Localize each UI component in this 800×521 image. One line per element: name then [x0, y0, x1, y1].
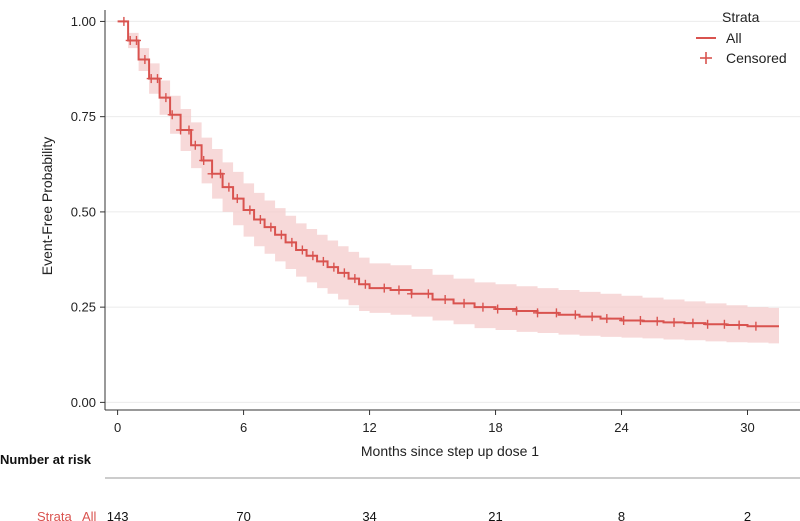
- censor-mark: [703, 319, 713, 329]
- censor-marks: [119, 16, 761, 331]
- censor-mark: [190, 140, 200, 150]
- risk-count: 8: [618, 509, 625, 521]
- risk-row-label: All: [82, 509, 97, 521]
- y-axis-label: Event-Free Probability: [39, 137, 55, 276]
- censor-mark: [459, 298, 469, 308]
- ci-band-all: [117, 21, 780, 344]
- risk-count: 21: [488, 509, 502, 521]
- x-tick-label: 24: [614, 420, 628, 435]
- y-tick-label: 0.25: [71, 300, 96, 315]
- censor-mark: [199, 155, 209, 165]
- censor-mark: [119, 16, 129, 26]
- y-tick-label: 0.50: [71, 204, 96, 219]
- censor-mark: [440, 295, 450, 305]
- y-tick-label: 0.00: [71, 395, 96, 410]
- censor-mark: [512, 306, 522, 316]
- x-tick-label: 30: [740, 420, 754, 435]
- y-tick-label: 0.75: [71, 109, 96, 124]
- risk-table-title: Number at risk: [0, 452, 92, 467]
- y-tick-label: 1.00: [71, 14, 96, 29]
- censor-mark: [224, 182, 234, 192]
- legend-plus-swatch: [700, 52, 712, 64]
- x-tick-label: 18: [488, 420, 502, 435]
- censor-mark: [255, 215, 265, 225]
- censor-mark: [140, 55, 150, 65]
- censor-mark: [688, 318, 698, 328]
- censor-mark: [276, 230, 286, 240]
- censor-mark: [533, 308, 543, 318]
- censor-mark: [602, 314, 612, 324]
- censor-mark: [719, 319, 729, 329]
- censor-mark: [184, 125, 194, 135]
- legend: Strata All Censored: [696, 9, 787, 66]
- risk-count: 2: [744, 509, 751, 521]
- censor-mark: [570, 310, 580, 320]
- censor-mark: [669, 317, 679, 327]
- x-tick-label: 6: [240, 420, 247, 435]
- grid-lines: [105, 20, 800, 403]
- censor-mark: [652, 316, 662, 326]
- censor-mark: [350, 274, 360, 284]
- censor-mark: [167, 110, 177, 120]
- censor-mark: [329, 262, 339, 272]
- censor-mark: [551, 308, 561, 318]
- censor-mark: [734, 320, 744, 330]
- censor-mark: [266, 222, 276, 232]
- censor-mark: [493, 304, 503, 314]
- censor-mark: [751, 321, 761, 331]
- x-tick-label: 12: [362, 420, 376, 435]
- censor-mark: [587, 312, 597, 322]
- legend-item-censored: Censored: [726, 50, 787, 66]
- x-axis-label: Months since step up dose 1: [361, 443, 539, 459]
- censor-mark: [478, 302, 488, 312]
- risk-table: Number at risk Strata All 143 70 34 21 8 2: [0, 452, 800, 521]
- x-tick-label: 0: [114, 420, 121, 435]
- censor-mark: [619, 315, 629, 325]
- censor-mark: [635, 315, 645, 325]
- risk-row-label-prefix: Strata: [37, 509, 72, 521]
- censor-mark: [152, 74, 162, 84]
- censor-mark: [423, 289, 433, 299]
- censor-mark: [287, 237, 297, 247]
- censor-mark: [207, 169, 217, 179]
- censor-mark: [161, 93, 171, 103]
- censor-mark: [360, 279, 370, 289]
- censor-mark: [379, 283, 389, 293]
- censor-mark: [407, 289, 417, 299]
- x-axis-ticks: 0 6 12 18 24 30: [114, 410, 755, 435]
- risk-count: 70: [236, 509, 250, 521]
- axes: [104, 10, 800, 411]
- censor-mark: [131, 35, 141, 45]
- censor-mark: [394, 285, 404, 295]
- y-axis-ticks: 0.00 0.25 0.50 0.75 1.00: [71, 14, 105, 410]
- censor-mark: [339, 268, 349, 278]
- legend-title: Strata: [722, 9, 760, 25]
- legend-item-all: All: [726, 30, 742, 46]
- censor-mark: [245, 205, 255, 215]
- censor-mark: [232, 194, 242, 204]
- censor-mark: [215, 169, 225, 179]
- censor-mark: [176, 125, 186, 135]
- censor-mark: [308, 251, 318, 261]
- risk-count: 143: [107, 509, 129, 521]
- censor-mark: [318, 256, 328, 266]
- confidence-band: [117, 21, 780, 344]
- risk-counts: 143 70 34 21 8 2: [107, 509, 751, 521]
- risk-count: 34: [362, 509, 376, 521]
- censor-mark: [297, 245, 307, 255]
